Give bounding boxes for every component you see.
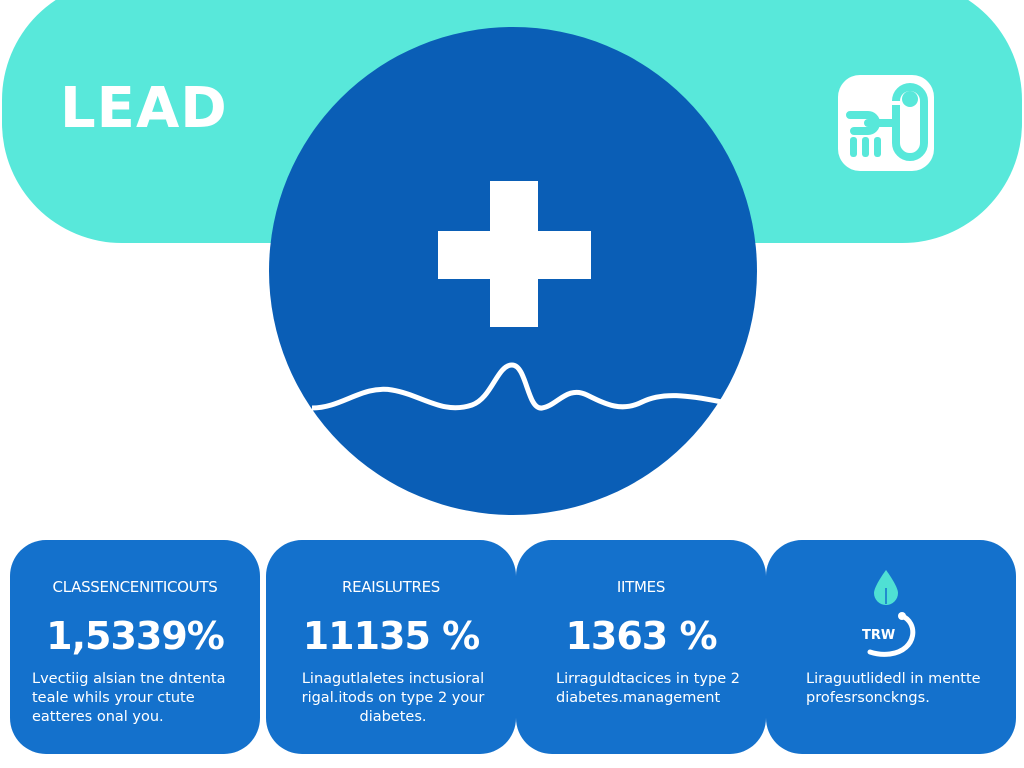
stat-card-3[interactable]: IITMES 1363 % Lirraguldtacices in type 2…: [516, 540, 766, 754]
medical-cross-icon: [438, 181, 591, 327]
card-value: 1363 %: [565, 614, 717, 658]
card-label: CLASSENCENITICOUTS: [52, 578, 218, 596]
card-description: Lirraguldtacices in type 2 diabetes.mana…: [556, 671, 740, 706]
brand-logo-text: LEAD: [60, 76, 228, 141]
card-label: IITMES: [616, 578, 666, 596]
card-value: 1,5339%: [46, 614, 225, 658]
stat-card-4[interactable]: TRW Liraguutlidedl in mentte profesrsonc…: [766, 540, 1016, 754]
heartbeat-wave-icon: [312, 362, 722, 411]
card-value: 11135 %: [302, 614, 481, 658]
stat-card-2[interactable]: REAISLUTRES 11135 % Linagutlaletes inctu…: [266, 540, 516, 754]
card-icon-text: TRW: [862, 628, 896, 643]
water-drop-icon: [867, 570, 916, 657]
medical-device-icon: [838, 75, 934, 171]
card-description: Lvectiig alsian tne dntenta teale whils …: [32, 671, 226, 725]
card-description: Linagutlaletes inctusioral rigal.itods o…: [301, 671, 485, 725]
card-label: REAISLUTRES: [342, 578, 440, 596]
stat-card-1[interactable]: CLASSENCENITICOUTS 1,5339% Lvectiig alsi…: [10, 540, 260, 754]
card-description: Liraguutlidedl in mentte profesrsonckngs…: [806, 671, 981, 706]
stats-cards: CLASSENCENITICOUTS 1,5339% Lvectiig alsi…: [10, 540, 1016, 754]
